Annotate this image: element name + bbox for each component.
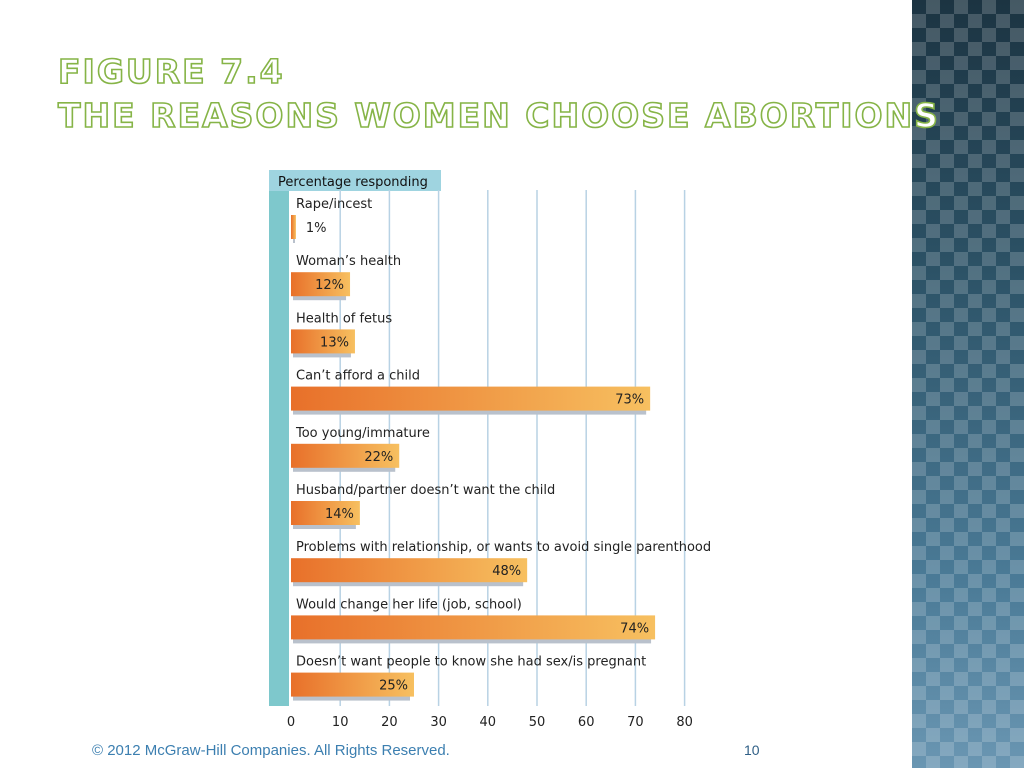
bar-category-label: Can’t afford a child (296, 369, 420, 384)
x-tick-label: 20 (381, 715, 398, 730)
decorative-sidebar (912, 0, 1024, 768)
bar-value-label: 74% (620, 621, 649, 636)
x-tick-label: 10 (332, 715, 349, 730)
bar-category-label: Would change her life (job, school) (296, 597, 522, 612)
x-tick-label: 70 (627, 715, 644, 730)
bar-category-label: Health of fetus (296, 311, 392, 326)
bar-value-label: 25% (379, 679, 408, 694)
bar (291, 272, 351, 297)
bar-category-label: Problems with relationship, or wants to … (296, 540, 711, 555)
bar-chart: Percentage responding Rape/incest 1% Woman’… (269, 170, 711, 730)
x-tick-label: 60 (578, 715, 595, 730)
chart-header-box (269, 170, 441, 191)
bar (291, 672, 414, 697)
x-tick-label: 80 (676, 715, 693, 730)
bar (291, 329, 355, 354)
bar (291, 443, 400, 468)
bar-value-label: 73% (615, 393, 644, 408)
copyright-footer: © 2012 McGraw-Hill Companies. All Rights… (92, 742, 450, 759)
slide-title: Figure 7.4 The Reasons Women Choose Abor… (57, 50, 940, 138)
bar-value-label: 48% (492, 564, 521, 579)
bar-value-label: 22% (364, 450, 393, 465)
x-tick-label: 50 (529, 715, 546, 730)
bar-value-label: 1% (306, 221, 327, 236)
bar-category-label: Husband/partner doesn’t want the child (296, 483, 555, 498)
title-line-1: Figure 7.4 (57, 51, 285, 92)
title-line-2: The Reasons Women Choose Abortions (57, 95, 940, 136)
bar (291, 615, 656, 640)
bar (291, 501, 360, 525)
x-tick-label: 0 (287, 715, 295, 730)
page-number: 10 (744, 742, 760, 758)
axis-strip (269, 190, 289, 706)
bar (291, 215, 296, 239)
bar (291, 558, 528, 583)
bar-category-label: Too young/immature (295, 426, 430, 441)
sidebar-pattern (912, 0, 1024, 768)
x-tick-label: 40 (480, 715, 497, 730)
chart-header-label: Percentage responding (278, 175, 428, 190)
bar-value-label: 14% (325, 507, 354, 522)
bar (291, 386, 651, 411)
bar-category-label: Woman’s health (296, 254, 401, 269)
bar-value-label: 12% (315, 278, 344, 293)
bar-category-label: Rape/incest (296, 197, 372, 212)
x-tick-label: 30 (430, 715, 447, 730)
bar-value-label: 13% (320, 335, 349, 350)
bar-category-label: Doesn’t want people to know she had sex/… (296, 655, 646, 670)
